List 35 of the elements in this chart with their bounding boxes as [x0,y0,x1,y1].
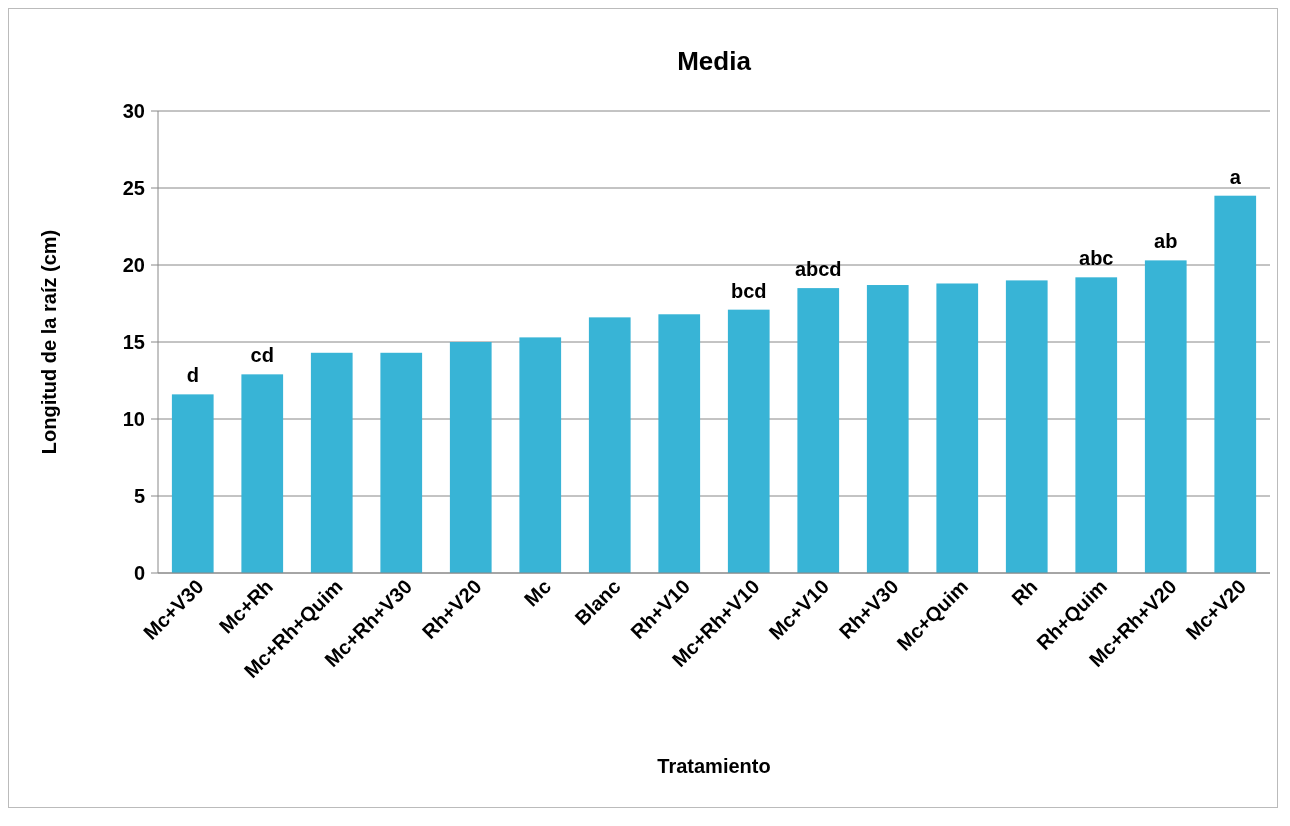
x-tick-label: Rh [1007,575,1042,610]
bar [797,288,840,573]
x-tick-label: Mc [519,575,556,611]
y-tick-label: 5 [133,485,145,507]
y-tick-label: 25 [122,177,145,199]
bar [936,283,979,573]
annotation: ab [1154,230,1178,253]
bar [1075,277,1118,573]
x-axis-title: Tratamiento [657,755,771,777]
bar [519,337,562,573]
y-tick-label: 0 [133,562,145,584]
bar [241,374,284,573]
bar [1144,260,1187,573]
bar [866,285,909,573]
bar [449,342,492,573]
y-axis-title: Longitud de la raíz (cm) [38,229,60,455]
bar [1214,195,1257,573]
bar [1005,280,1048,573]
chart-title: Media [677,46,752,76]
y-tick-label: 15 [122,331,145,353]
bar [588,317,631,573]
annotation: a [1229,165,1242,188]
bar [171,394,214,573]
annotation: d [186,364,199,387]
y-tick-label: 30 [122,100,145,122]
y-tick-label: 10 [122,408,145,430]
bar [310,352,353,573]
y-tick-label: 20 [122,254,145,276]
bar [380,352,423,573]
annotation: abc [1079,247,1114,270]
bar [658,314,701,573]
annotation: cd [250,344,274,367]
annotation: bcd [730,279,767,302]
annotation: abcd [794,258,842,281]
bar [727,309,770,573]
